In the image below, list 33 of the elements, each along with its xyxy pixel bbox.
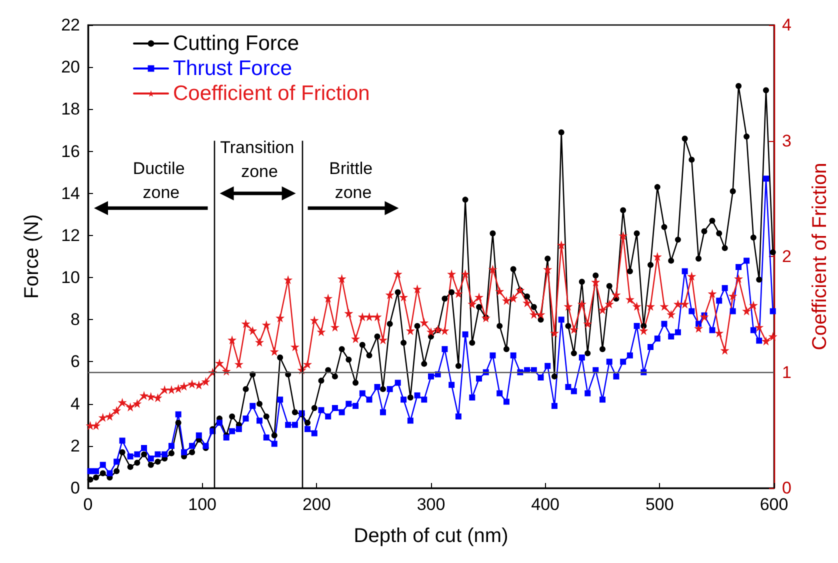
x-tick-label: 400 — [531, 495, 560, 514]
y2-tick-label: 1 — [782, 362, 792, 382]
x-tick-label: 300 — [416, 495, 446, 514]
x-tick-label: 100 — [188, 495, 217, 514]
y-tick-label: 4 — [70, 394, 80, 414]
y2-tick-label: 2 — [782, 247, 792, 266]
y-tick-label: 8 — [70, 310, 80, 330]
annotation: Ductile zone — [132, 159, 190, 202]
y-tick-label: 0 — [70, 478, 80, 498]
legend-label: Cutting Force — [173, 32, 300, 55]
legend-label: Coefficient of Friction — [173, 82, 370, 105]
legend-label: Thrust Force — [173, 57, 292, 80]
x-tick-label: 600 — [760, 495, 788, 514]
x-axis-title: Depth of cut (nm) — [354, 525, 508, 547]
y-axis-title: Force (N) — [21, 214, 43, 299]
x-tick-label: 0 — [83, 495, 93, 514]
y-tick-label: 10 — [61, 268, 80, 288]
y2-tick-label: 3 — [782, 131, 792, 150]
y2-tick-label: 0 — [782, 478, 792, 498]
annotation: Brittle zone — [329, 159, 378, 202]
x-tick-label: 200 — [302, 495, 331, 514]
y2-tick-label: 4 — [782, 16, 792, 34]
y-tick-label: 20 — [61, 58, 80, 77]
y-tick-label: 22 — [61, 16, 80, 34]
annotation: Transition zone — [220, 138, 299, 182]
y-tick-label: 12 — [61, 226, 80, 245]
y-tick-label: 6 — [70, 352, 80, 372]
y-tick-label: 14 — [61, 184, 80, 203]
x-tick-label: 500 — [645, 495, 674, 514]
y-tick-label: 18 — [61, 100, 80, 119]
y2-axis-title: Coefficient of Friction — [809, 162, 831, 350]
y-tick-label: 2 — [70, 436, 80, 456]
y-tick-label: 16 — [61, 142, 80, 161]
